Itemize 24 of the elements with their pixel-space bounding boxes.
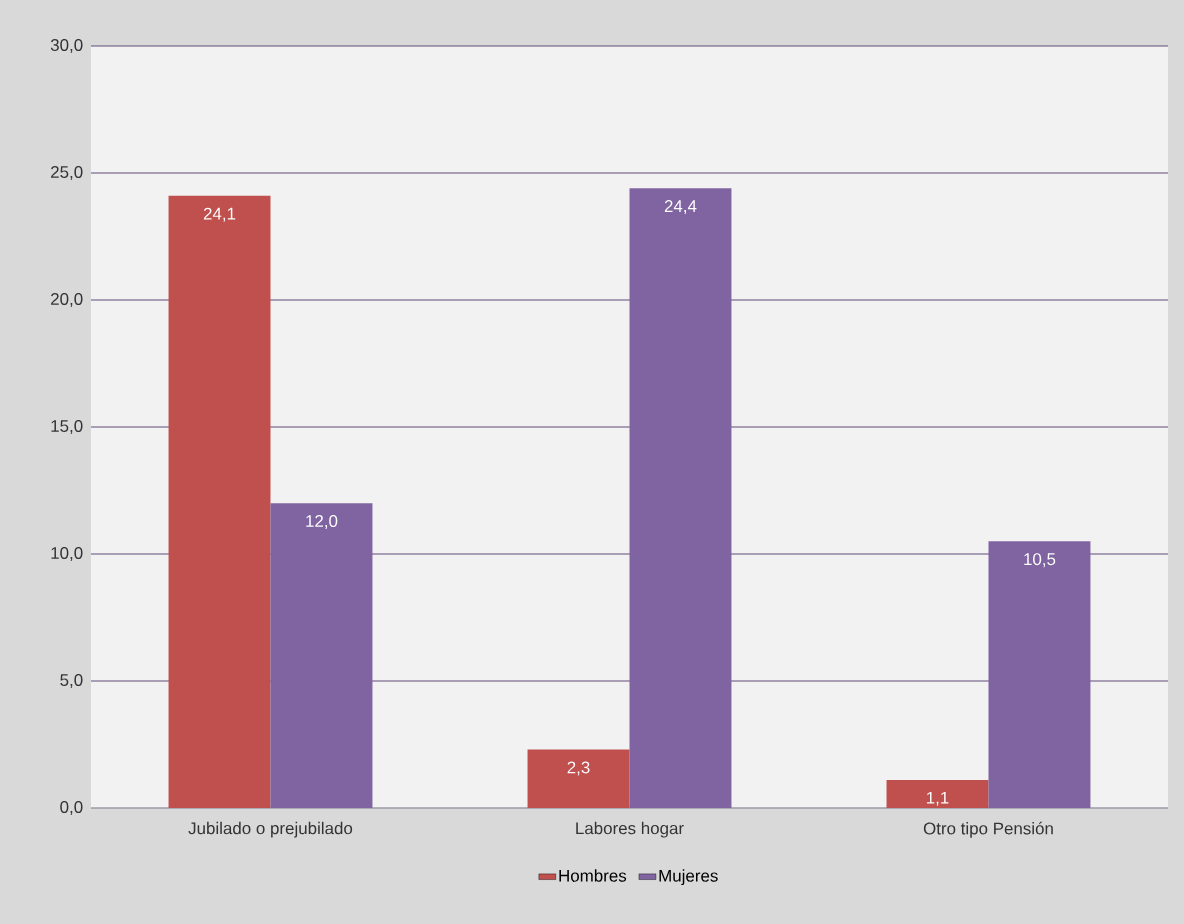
x-tick-label: Otro tipo Pensión [923,821,1053,838]
bar [886,780,989,808]
data-label: 1,1 [927,791,949,806]
y-tick-label: 10,0 [51,546,83,561]
data-label: 10,5 [1024,553,1056,568]
y-tick-label: 0,0 [60,800,83,815]
legend-label: Mujeres [659,869,718,886]
x-tick-label: Labores hogar [576,821,684,838]
y-tick-label: 25,0 [51,165,83,180]
y-tick-label: 5,0 [60,673,83,688]
legend-label: Hombres [559,869,627,882]
x-tick-label: Jubilado o prejubilado [188,821,353,838]
bar [527,749,630,808]
y-tick-label: 20,0 [51,292,83,307]
y-tick-label: 30,0 [50,38,83,53]
bar [629,188,732,808]
y-tick-label: 15,0 [51,419,83,434]
data-label: 12,0 [306,515,338,530]
data-label: 2,3 [567,761,590,776]
data-label: 24,4 [664,200,697,215]
bar [270,503,373,808]
bar [988,541,1091,808]
bar [168,195,271,808]
data-label: 24,1 [203,207,236,222]
